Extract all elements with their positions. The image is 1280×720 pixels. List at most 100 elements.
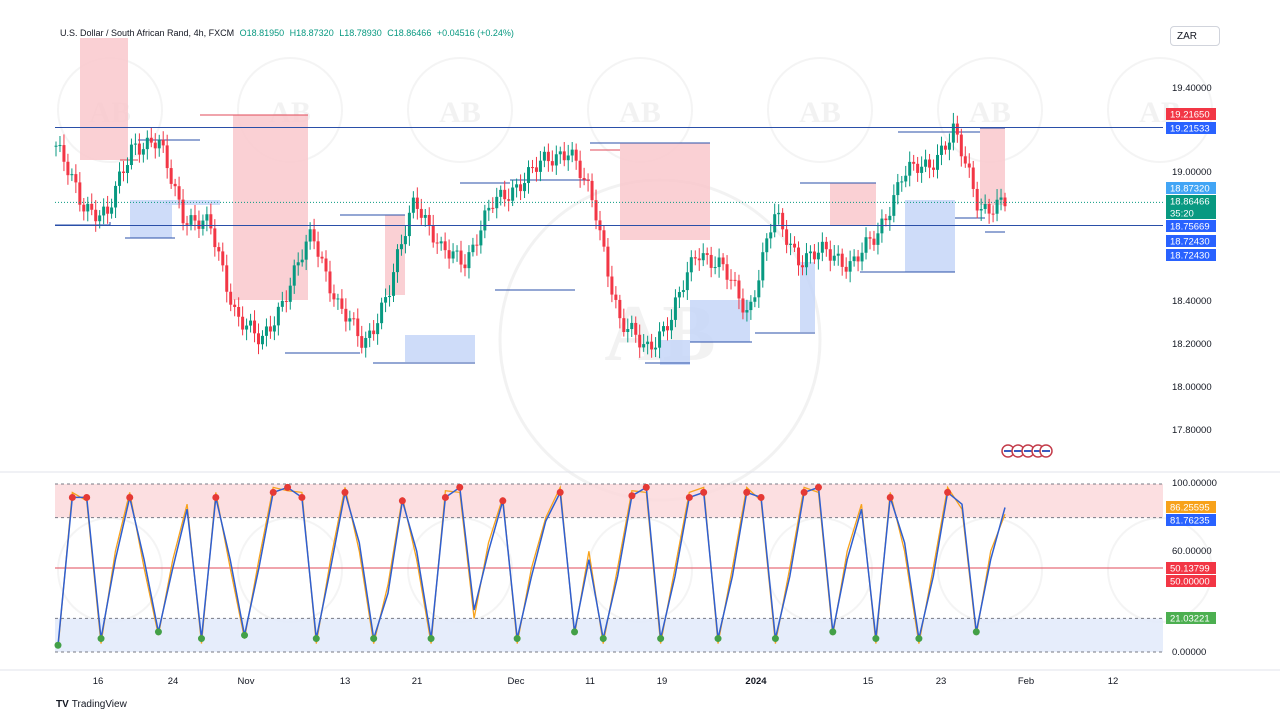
candle-body — [622, 318, 626, 332]
watermark-text: AB — [619, 96, 661, 129]
candle-body — [435, 242, 439, 244]
resistance-zone — [830, 183, 876, 225]
resistance-zone — [80, 38, 128, 160]
candle-body — [348, 318, 352, 322]
candle-body — [646, 341, 650, 345]
tradingview-mark: TV — [56, 699, 69, 710]
time-tick-label: Feb — [1018, 676, 1034, 687]
candle-body — [912, 161, 916, 164]
candle-body — [725, 264, 729, 280]
candle-body — [586, 179, 590, 181]
candle-body — [602, 230, 606, 247]
candle-body — [975, 188, 979, 211]
candle-body — [864, 237, 868, 253]
candle-body — [789, 243, 793, 245]
candle-body — [177, 186, 181, 200]
candle-body — [324, 258, 328, 272]
osc-label-text: 50.13799 — [1170, 564, 1210, 575]
candle-body — [133, 143, 137, 145]
candle-body — [451, 251, 455, 259]
time-tick-label: 13 — [340, 676, 351, 687]
candle-body — [669, 319, 673, 331]
candle-body — [66, 161, 70, 176]
candle-body — [439, 241, 443, 244]
candle-body — [650, 341, 654, 350]
candle-body — [983, 204, 987, 209]
candle-body — [149, 137, 153, 143]
candle-body — [689, 257, 693, 273]
candle-body — [98, 215, 102, 222]
candle-body — [125, 165, 129, 173]
support-zone — [130, 200, 172, 238]
candle-body — [785, 229, 789, 245]
candle-body — [610, 276, 614, 295]
candle-body — [741, 298, 745, 313]
time-tick-label: 2024 — [745, 676, 767, 687]
candle-body — [364, 337, 368, 348]
candle-body — [253, 320, 257, 334]
support-zone — [660, 340, 690, 365]
time-tick-label: 19 — [657, 676, 668, 687]
candle-body — [344, 308, 348, 322]
candle-body — [70, 174, 74, 176]
candle-body — [141, 149, 145, 155]
candle-body — [106, 206, 110, 214]
candle-body — [372, 330, 376, 335]
candle-body — [304, 241, 308, 260]
candle-body — [292, 265, 296, 286]
candle-body — [288, 285, 292, 302]
osc-label-text: 21.03221 — [1170, 614, 1210, 625]
price-label-text: 18.87320 — [1170, 184, 1210, 195]
candle-body — [673, 297, 677, 320]
oversold-signal-dot — [427, 635, 435, 643]
price-label-text: 19.21650 — [1170, 110, 1210, 121]
candle-body — [197, 220, 201, 229]
candle-body — [388, 295, 392, 298]
candle-body — [654, 347, 658, 350]
candle-body — [74, 174, 78, 183]
candle-body — [260, 335, 264, 345]
candle-body — [797, 247, 801, 266]
candle-body — [217, 247, 221, 252]
level-step-line — [55, 222, 111, 226]
candle-body — [245, 325, 249, 330]
candle-body — [721, 257, 725, 265]
currency-button[interactable]: ZAR — [1170, 26, 1220, 46]
candle-body — [499, 189, 503, 197]
candle-body — [896, 182, 900, 196]
candle-body — [800, 265, 804, 268]
candle-body — [511, 187, 515, 201]
candle-body — [665, 326, 669, 331]
candle-body — [856, 256, 860, 262]
candle-body — [300, 259, 304, 263]
candle-body — [947, 142, 951, 150]
candle-body — [570, 149, 574, 156]
candle-body — [705, 253, 709, 255]
candle-body — [995, 199, 999, 214]
watermark-text: AB — [439, 96, 481, 129]
candle-body — [538, 160, 542, 172]
overbought-signal-dot — [68, 493, 76, 501]
tradingview-logo[interactable]: TV TradingView — [56, 699, 127, 710]
price-label-bg — [1166, 249, 1216, 261]
watermark-text: AB — [969, 96, 1011, 129]
candle-body — [487, 207, 491, 211]
osc-tick-label: 0.00000 — [1172, 647, 1206, 658]
candle-body — [82, 204, 86, 212]
overbought-signal-dot — [886, 493, 894, 501]
candle-body — [395, 249, 399, 273]
candle-body — [479, 230, 483, 246]
candle-body — [201, 220, 205, 229]
overbought-signal-dot — [212, 493, 220, 501]
candle-body — [773, 214, 777, 233]
time-tick-label: 15 — [863, 676, 874, 687]
candle-body — [530, 167, 534, 169]
candle-body — [697, 258, 701, 261]
overbought-signal-dot — [298, 493, 306, 501]
tradingview-brand: TradingView — [71, 699, 127, 710]
time-tick-label: 16 — [93, 676, 104, 687]
watermark-circle — [407, 57, 513, 163]
price-tick-label: 18.20000 — [1172, 339, 1212, 350]
candle-body — [137, 143, 141, 155]
